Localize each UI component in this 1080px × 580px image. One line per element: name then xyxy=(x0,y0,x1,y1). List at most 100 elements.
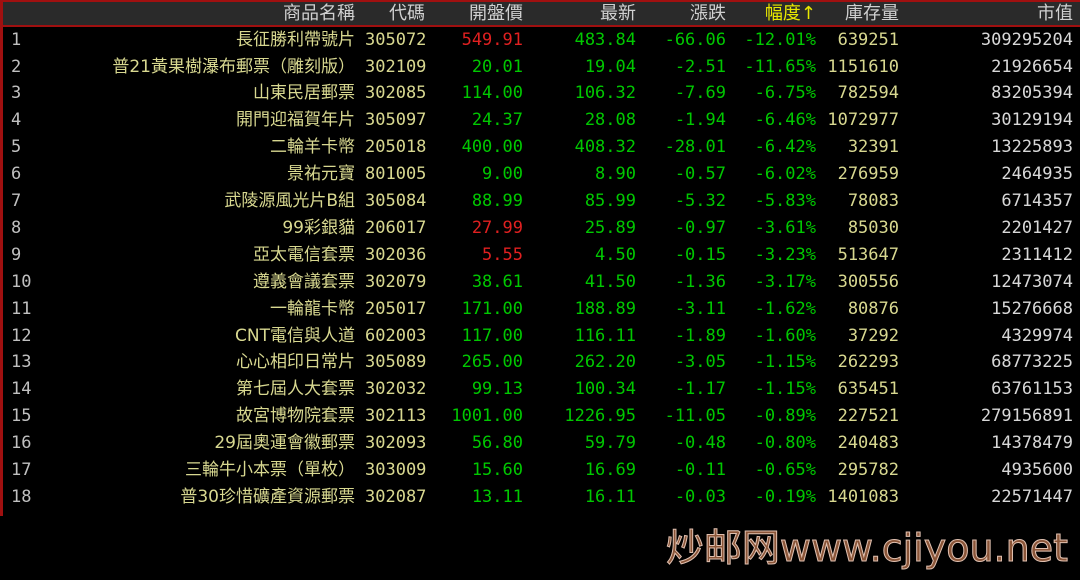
item-name: 開門迎福賀年片 xyxy=(236,110,355,131)
change: -66.06 xyxy=(664,29,726,50)
table-row[interactable]: 18 普30珍惜礦產資源郵票 302087 13.11 16.11 -0.03 -0.19%… xyxy=(3,484,1080,511)
table-row[interactable]: 11 一輪龍卡幣 205017 171.00 188.89 -3.11 -1.62% 8087… xyxy=(3,296,1080,323)
item-code: 302079 xyxy=(365,271,427,292)
change-percent: -0.80% xyxy=(754,433,816,454)
stock-quantity: 85030 xyxy=(847,217,899,238)
open-price: 171.00 xyxy=(461,298,523,319)
header-market-value[interactable]: 市值 xyxy=(1037,3,1073,24)
row-number: 2 xyxy=(11,56,22,77)
change-percent: -11.65% xyxy=(744,56,816,77)
header-pct-sorted[interactable]: 幅度↑ xyxy=(764,3,816,24)
open-price: 88.99 xyxy=(471,191,523,211)
last-price: 16.11 xyxy=(584,486,636,507)
item-name: 一輪龍卡幣 xyxy=(270,298,355,319)
market-value: 2464935 xyxy=(1001,164,1073,185)
last-price: 8.90 xyxy=(595,164,636,185)
table-row[interactable]: 16 29屆奧運會徽郵票 302093 56.80 59.79 -0.48 -0.80% 24… xyxy=(3,430,1080,457)
change: -1.36 xyxy=(674,271,726,292)
change-percent: -1.62% xyxy=(754,298,816,319)
row-number: 11 xyxy=(11,298,32,319)
item-code: 303009 xyxy=(365,460,427,480)
open-price: 549.91 xyxy=(461,29,523,50)
last-price: 4.50 xyxy=(595,244,636,265)
row-number: 1 xyxy=(11,29,22,50)
last-price: 262.20 xyxy=(574,352,636,373)
header-name[interactable]: 商品名稱 xyxy=(283,3,355,24)
change-percent: -3.61% xyxy=(754,217,816,238)
table-row[interactable]: 6 景祐元寶 801005 9.00 8.90 -0.57 -6.02% 276959 2464… xyxy=(3,161,1080,188)
market-value: 4329974 xyxy=(1001,325,1073,346)
table-row[interactable]: 9 亞太電信套票 302036 5.55 4.50 -0.15 -3.23% 513647 23… xyxy=(3,242,1080,269)
row-number: 7 xyxy=(11,191,22,211)
item-code: 205017 xyxy=(365,298,427,319)
row-number: 8 xyxy=(11,217,22,238)
change: -0.57 xyxy=(674,164,726,185)
table-row[interactable]: 5 二輪羊卡幣 205018 400.00 408.32 -28.01 -6.42% 3239… xyxy=(3,134,1080,161)
header-code[interactable]: 代碼 xyxy=(389,3,425,24)
stock-quantity: 262293 xyxy=(837,352,899,373)
last-price: 188.89 xyxy=(574,298,636,319)
market-value: 68773225 xyxy=(991,352,1073,373)
item-code: 801005 xyxy=(365,164,427,185)
open-price: 117.00 xyxy=(461,325,523,346)
item-code: 305072 xyxy=(365,29,427,50)
table-row[interactable]: 2 普21黃果樹瀑布郵票（雕刻版） 302109 20.01 19.04 -2.51 -11… xyxy=(3,54,1080,81)
change-percent: -1.15% xyxy=(754,352,816,373)
header-open[interactable]: 開盤價 xyxy=(469,3,523,24)
stock-quantity: 227521 xyxy=(837,406,899,427)
item-code: 302036 xyxy=(365,244,427,265)
table-row[interactable]: 17 三輪牛小本票（單枚） 303009 15.60 16.69 -0.11 -0.65% 2… xyxy=(3,457,1080,484)
open-price: 56.80 xyxy=(471,433,523,454)
item-code: 302109 xyxy=(365,56,427,77)
change: -0.97 xyxy=(674,217,726,238)
stock-quantity: 295782 xyxy=(837,460,899,480)
market-value: 279156891 xyxy=(980,406,1073,427)
header-stock[interactable]: 庫存量 xyxy=(845,3,899,24)
table-row[interactable]: 1 長征勝利帶號片 305072 549.91 483.84 -66.06 -12.01% 6… xyxy=(3,27,1080,54)
watermark: 炒邮网www.cjiyou.net xyxy=(665,526,1068,571)
stock-quantity: 635451 xyxy=(837,379,899,400)
row-number: 16 xyxy=(11,433,32,454)
item-code: 302032 xyxy=(365,379,427,400)
change: -5.32 xyxy=(674,191,726,211)
header-change[interactable]: 漲跌 xyxy=(690,3,726,24)
stock-quantity: 78083 xyxy=(847,191,899,211)
stock-quantity: 276959 xyxy=(837,164,899,185)
item-code: 305089 xyxy=(365,352,427,373)
market-value: 83205394 xyxy=(991,83,1073,104)
header-last[interactable]: 最新 xyxy=(600,3,636,24)
market-value: 6714357 xyxy=(1001,191,1073,211)
market-value: 15276668 xyxy=(991,298,1073,319)
stock-quantity: 300556 xyxy=(837,271,899,292)
stock-quantity: 37292 xyxy=(847,325,899,346)
open-price: 27.99 xyxy=(471,217,523,238)
quote-table: 商品名稱 代碼 開盤價 最新 漲跌 幅度↑ 庫存量 市值 1 長征勝利帶號片 305… xyxy=(0,0,1080,516)
table-row[interactable]: 3 山東民居郵票 302085 114.00 106.32 -7.69 -6.75% 7825… xyxy=(3,80,1080,107)
last-price: 116.11 xyxy=(574,325,636,346)
item-name: 三輪牛小本票（單枚） xyxy=(185,460,355,480)
table-row[interactable]: 15 故宮博物院套票 302113 1001.00 1226.95 -11.05 -0.89… xyxy=(3,403,1080,430)
change: -3.11 xyxy=(674,298,726,319)
last-price: 59.79 xyxy=(584,433,636,454)
change-percent: -3.23% xyxy=(754,244,816,265)
row-number: 10 xyxy=(11,271,32,292)
table-row[interactable]: 12 CNT電信與人道 602003 117.00 116.11 -1.89 -1.60% 3… xyxy=(3,323,1080,350)
stock-quantity: 782594 xyxy=(837,83,899,104)
item-code: 305084 xyxy=(365,191,427,211)
open-price: 400.00 xyxy=(461,137,523,158)
row-number: 14 xyxy=(11,379,32,400)
table-row[interactable]: 10 遵義會議套票 302079 38.61 41.50 -1.36 -3.17% 30055… xyxy=(3,269,1080,296)
table-row[interactable]: 13 心心相印日常片 305089 265.00 262.20 -3.05 -1.15% 26… xyxy=(3,349,1080,376)
table-row[interactable]: 7 武陵源風光片B組 305084 88.99 85.99 -5.32 -5.83% 7808… xyxy=(3,188,1080,215)
change: -2.51 xyxy=(674,56,726,77)
open-price: 114.00 xyxy=(461,83,523,104)
stock-quantity: 513647 xyxy=(837,244,899,265)
open-price: 5.55 xyxy=(482,244,523,265)
table-row[interactable]: 4 開門迎福賀年片 305097 24.37 28.08 -1.94 -6.46% 10729… xyxy=(3,107,1080,134)
table-row[interactable]: 14 第七屆人大套票 302032 99.13 100.34 -1.17 -1.15% 635… xyxy=(3,376,1080,403)
last-price: 85.99 xyxy=(584,191,636,211)
change: -0.11 xyxy=(674,460,726,480)
change-percent: -3.17% xyxy=(754,271,816,292)
item-name: 99彩銀貓 xyxy=(282,217,355,238)
table-row[interactable]: 8 99彩銀貓 206017 27.99 25.89 -0.97 -3.61% 85030 22… xyxy=(3,215,1080,242)
